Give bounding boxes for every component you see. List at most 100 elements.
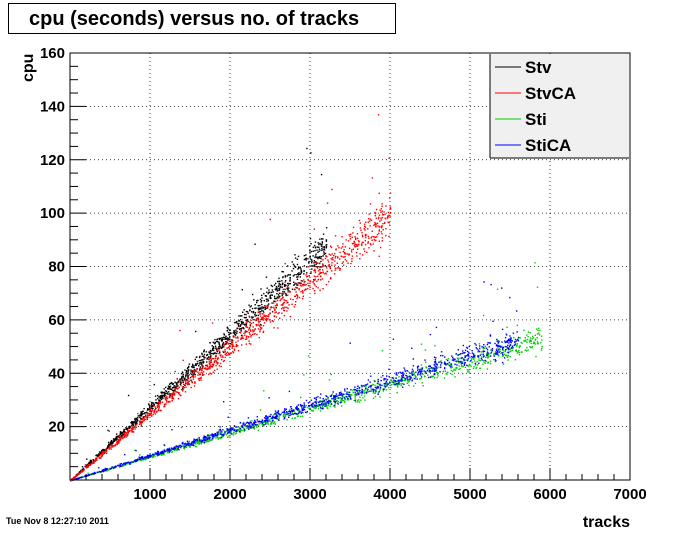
data-point: [456, 366, 458, 369]
data-point: [526, 341, 528, 343]
data-point: [394, 384, 397, 386]
data-point: [356, 394, 359, 396]
data-point: [108, 445, 111, 448]
data-point: [146, 454, 149, 456]
data-point: [235, 345, 237, 348]
data-point: [266, 420, 268, 422]
data-point: [172, 393, 174, 396]
data-point: [370, 388, 372, 390]
data-point: [320, 275, 322, 277]
data-point: [395, 377, 397, 379]
data-point: [271, 294, 273, 296]
data-point: [165, 390, 167, 392]
data-point: [203, 351, 205, 353]
data-point: [181, 381, 184, 383]
data-point: [148, 404, 150, 406]
data-point: [338, 392, 341, 394]
data-point: [378, 192, 380, 194]
data-point: [377, 382, 379, 384]
data-point: [185, 382, 187, 385]
data-point: [94, 460, 96, 462]
data-point: [341, 236, 343, 238]
data-point: [284, 306, 286, 308]
data-point: [209, 342, 211, 344]
data-point: [101, 449, 103, 452]
data-point: [250, 322, 253, 325]
data-point: [337, 400, 339, 403]
data-point: [315, 263, 317, 265]
data-point: [309, 286, 311, 288]
data-point: [287, 291, 289, 293]
data-point: [284, 262, 286, 265]
data-point: [261, 420, 263, 422]
data-point: [314, 247, 317, 249]
y-tick-label: 60: [48, 312, 65, 329]
data-point: [226, 354, 228, 356]
data-point: [349, 398, 352, 400]
data-point: [237, 340, 239, 342]
data-point: [114, 445, 117, 447]
data-point: [293, 284, 295, 286]
data-point: [466, 355, 469, 357]
data-point: [529, 339, 531, 341]
data-point: [278, 295, 280, 298]
data-point: [396, 383, 398, 385]
data-point: [419, 370, 421, 372]
data-point: [275, 300, 277, 303]
data-point: [335, 249, 337, 251]
data-point: [84, 465, 86, 468]
data-point: [462, 373, 464, 375]
data-point: [242, 422, 244, 425]
data-point: [134, 459, 136, 461]
data-point: [285, 408, 287, 410]
data-point: [434, 365, 436, 367]
data-point: [257, 305, 259, 307]
data-point: [240, 429, 242, 432]
data-point: [406, 370, 408, 372]
data-point: [381, 237, 383, 239]
data-point: [179, 378, 181, 381]
data-point: [536, 337, 538, 339]
data-point: [536, 333, 539, 335]
data-point: [294, 295, 296, 297]
data-point: [227, 328, 229, 330]
data-point: [420, 376, 423, 378]
data-point: [117, 441, 120, 443]
data-point: [507, 359, 509, 361]
data-point: [375, 217, 377, 219]
data-point: [285, 294, 287, 297]
data-point: [322, 255, 324, 257]
data-point: [431, 368, 434, 370]
data-point: [516, 331, 518, 333]
data-point: [225, 335, 227, 337]
data-point: [306, 266, 308, 268]
data-point: [284, 275, 286, 277]
data-point: [309, 401, 311, 403]
data-point: [322, 407, 325, 409]
data-point: [350, 389, 352, 391]
data-point: [420, 343, 423, 345]
data-point: [163, 391, 165, 393]
data-point: [156, 452, 158, 454]
data-point: [468, 355, 470, 357]
data-point: [124, 435, 126, 437]
data-point: [195, 439, 197, 441]
data-point: [307, 284, 310, 287]
data-point: [176, 448, 178, 450]
data-point: [89, 460, 92, 463]
data-point: [87, 464, 89, 467]
data-point: [123, 435, 125, 437]
data-point: [457, 349, 459, 351]
data-point: [163, 388, 165, 390]
data-point: [125, 432, 128, 435]
data-point: [278, 312, 280, 314]
data-point: [326, 255, 328, 258]
data-point: [318, 256, 320, 259]
data-point: [386, 375, 388, 377]
data-point: [464, 359, 466, 361]
data-point: [158, 401, 160, 403]
series-stvca: [70, 114, 392, 482]
data-point: [209, 364, 211, 366]
data-point: [319, 255, 321, 258]
data-point: [145, 411, 148, 414]
